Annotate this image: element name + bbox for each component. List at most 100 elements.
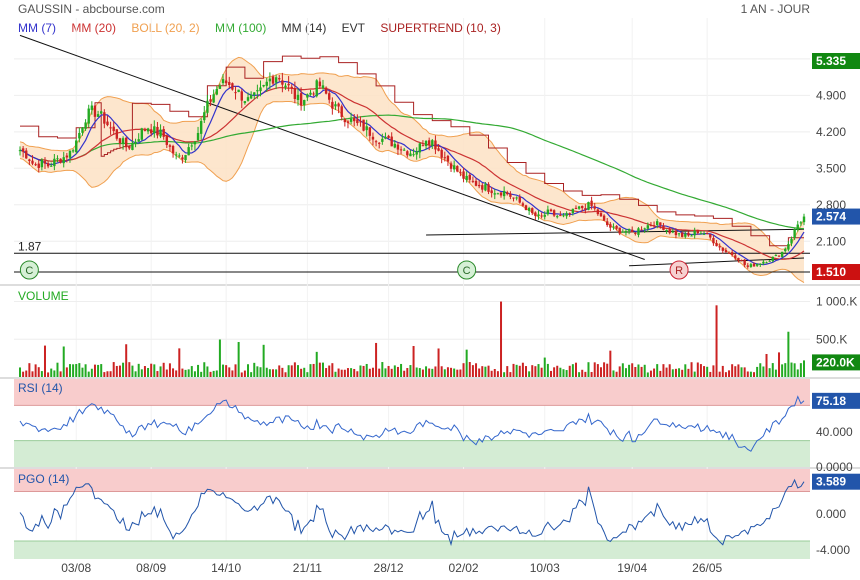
volume-bar <box>400 363 403 377</box>
volume-bar <box>303 367 306 377</box>
candle-body <box>599 213 603 217</box>
volume-bar <box>72 364 75 377</box>
volume-bar <box>234 364 237 377</box>
candle-body <box>240 91 243 101</box>
candle-body <box>46 163 50 167</box>
candle-body <box>387 135 390 138</box>
candle-body <box>75 140 78 153</box>
candle-body <box>103 112 106 124</box>
candle-body <box>306 94 309 98</box>
volume-bar <box>481 366 484 377</box>
volume-bar <box>222 364 225 377</box>
event-marker-c[interactable]: C <box>457 260 477 280</box>
candle-body <box>771 256 774 262</box>
volume-bar <box>759 363 762 377</box>
event-marker-r[interactable]: R <box>669 260 689 280</box>
volume-bar <box>193 371 196 377</box>
x-tick-label: 02/02 <box>449 561 479 575</box>
volume-bar <box>343 369 346 377</box>
candle-body <box>565 213 568 217</box>
candle-body <box>312 93 315 95</box>
candle-body <box>331 101 334 109</box>
candle-body <box>484 184 487 191</box>
candle-body <box>265 81 268 86</box>
channel-top-line <box>426 228 805 236</box>
volume-bar <box>528 371 531 377</box>
legend-supertrend[interactable]: SUPERTREND (10, 3) <box>380 21 501 35</box>
candle-body <box>193 141 197 145</box>
legend-mm20[interactable]: MM (20) <box>71 21 117 35</box>
legend-boll[interactable]: BOLL (20, 2) <box>131 21 200 35</box>
candle-body <box>631 229 634 233</box>
volume-bar <box>768 368 771 377</box>
volume-bar <box>43 345 46 377</box>
volume-bar <box>184 369 187 377</box>
trend-line <box>19 34 645 260</box>
candle-body <box>740 259 743 261</box>
candle-body <box>65 155 69 158</box>
legend-evt[interactable]: EVT <box>341 21 366 35</box>
volume-bar <box>256 366 259 377</box>
volume-bar <box>406 368 409 377</box>
volume-bar <box>656 364 659 377</box>
candle-body <box>759 263 762 265</box>
candle-body <box>221 79 225 84</box>
candle-body <box>721 247 724 251</box>
candle-body <box>199 121 203 134</box>
candle-body <box>78 132 81 139</box>
price-support-badge-bg <box>812 264 860 281</box>
candle-body <box>93 105 97 117</box>
candle-body <box>318 81 322 87</box>
candle-body <box>524 205 528 211</box>
volume-bar <box>484 366 487 377</box>
volume-bar <box>546 363 549 377</box>
candle-body <box>802 216 806 223</box>
volume-bar <box>465 349 468 377</box>
legend-mm100[interactable]: MM (100) <box>214 21 267 35</box>
volume-bar <box>415 367 418 377</box>
candle-body <box>715 243 718 247</box>
volume-bar <box>549 370 552 377</box>
candle-body <box>115 129 119 139</box>
volume-bar <box>178 348 181 377</box>
candle-body <box>143 129 147 131</box>
volume-bar <box>684 364 687 377</box>
volume-bar <box>131 365 134 377</box>
candle-body <box>187 147 190 156</box>
candle-body <box>40 159 44 168</box>
volume-bar <box>525 366 528 377</box>
volume-bar <box>753 372 756 377</box>
volume-bar <box>240 372 243 377</box>
volume-bar <box>290 365 293 377</box>
volume-bar <box>362 365 365 377</box>
event-marker-c[interactable]: C <box>19 260 39 280</box>
volume-bar <box>225 365 228 377</box>
legend-mm14[interactable]: MM (14) <box>281 21 327 35</box>
volume-bar <box>668 364 671 377</box>
volume-tick-label: 500.K <box>816 332 847 346</box>
volume-bar <box>762 366 765 377</box>
candle-body <box>481 185 484 190</box>
candle-body <box>293 88 297 99</box>
candle-body <box>71 150 75 152</box>
volume-bar <box>350 368 353 377</box>
volume-bar <box>75 364 78 377</box>
candle-body <box>231 83 234 90</box>
candle-body <box>18 150 22 152</box>
candle-body <box>787 244 790 250</box>
volume-bar <box>774 369 777 377</box>
volume-bar <box>175 370 178 377</box>
candle-body <box>437 148 440 151</box>
candle-body <box>640 229 643 231</box>
volume-bar <box>340 369 343 377</box>
volume-bar <box>375 342 378 377</box>
candle-body <box>684 233 687 237</box>
volume-bar <box>749 371 752 377</box>
legend-mm7[interactable]: MM (7) <box>18 21 56 35</box>
chart-title: GAUSSIN - abcbourse.com <box>18 2 165 16</box>
pgo-high-zone <box>14 469 810 492</box>
candle-body <box>784 248 787 252</box>
pgo-line <box>19 478 805 547</box>
volume-bar <box>109 371 112 377</box>
